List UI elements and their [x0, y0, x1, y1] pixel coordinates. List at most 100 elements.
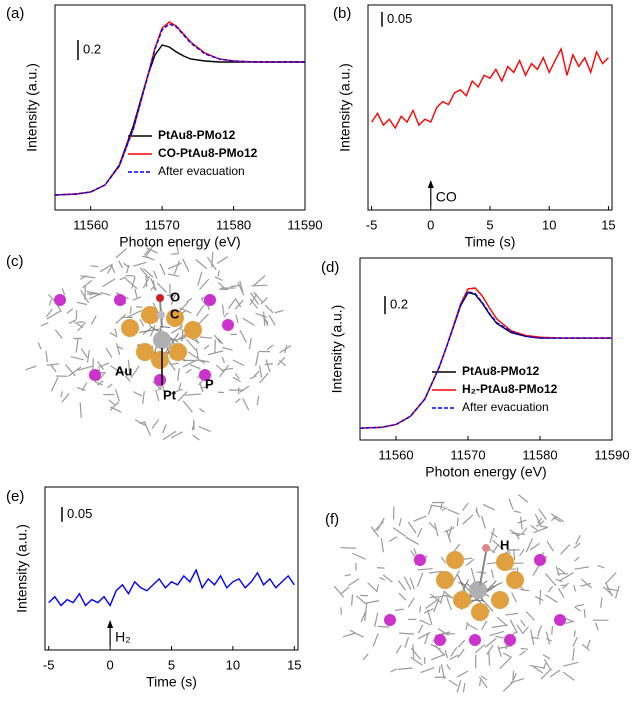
scale-bar-label: 0.05 [67, 506, 92, 521]
bond [379, 577, 386, 581]
bond [519, 516, 523, 530]
p-atom [114, 294, 126, 306]
p-atom [89, 369, 101, 381]
bond [482, 503, 496, 511]
bond [512, 672, 517, 681]
bond [68, 319, 77, 325]
bond [398, 517, 402, 527]
bond [259, 365, 263, 378]
au-atom [496, 553, 514, 571]
bond [195, 259, 208, 270]
bond [534, 596, 544, 602]
p-atom [199, 369, 211, 381]
bond [119, 276, 127, 281]
bond [572, 647, 575, 661]
bond [162, 424, 167, 434]
bond [182, 258, 190, 272]
bond [407, 521, 417, 534]
bond [177, 368, 180, 381]
bond [97, 361, 105, 370]
bond [46, 310, 61, 320]
bond [525, 610, 535, 621]
bond [172, 388, 183, 394]
bond [189, 364, 201, 370]
bond [166, 294, 176, 297]
x-tick-label: 5 [486, 217, 493, 232]
atom-label: H [500, 537, 509, 552]
bond [333, 585, 345, 598]
bond [25, 365, 37, 371]
bond [227, 298, 237, 309]
h-atom [482, 544, 490, 552]
bond [397, 580, 406, 591]
bond [557, 588, 565, 598]
bond [392, 527, 406, 537]
bond [142, 391, 145, 404]
bond [46, 363, 60, 366]
bond [365, 600, 380, 604]
bond [559, 572, 574, 582]
bond [533, 526, 549, 534]
x-axis-label: Time (s) [465, 234, 516, 250]
bond [512, 670, 515, 681]
bond [182, 359, 198, 368]
au-atom [491, 591, 509, 609]
bond [150, 277, 157, 291]
bond [139, 267, 149, 279]
bond [61, 288, 66, 296]
bond [102, 278, 116, 288]
panel-label: (d) [321, 259, 339, 276]
p-atom [54, 294, 66, 306]
bond [185, 339, 197, 351]
bond [475, 509, 481, 518]
bond [342, 632, 356, 638]
bond [219, 364, 230, 378]
bond [75, 339, 79, 353]
pt-atom [153, 331, 171, 349]
bond [277, 357, 286, 366]
bond [586, 639, 591, 649]
au-atom [453, 591, 471, 609]
au-atom [436, 571, 454, 589]
bond [394, 608, 404, 612]
bond [235, 314, 239, 323]
bond [431, 653, 446, 661]
bond [249, 298, 259, 309]
bond [512, 549, 516, 561]
molecule-structure [25, 240, 292, 441]
bond [495, 635, 504, 639]
arrow-head [427, 180, 434, 188]
bond [540, 668, 552, 680]
bond [255, 312, 268, 318]
bond [457, 639, 466, 648]
bond [542, 662, 547, 670]
bond [456, 517, 459, 527]
bond [45, 350, 49, 363]
metal-bond [139, 328, 160, 333]
bond [80, 275, 96, 279]
bond [184, 393, 201, 396]
bond [529, 664, 546, 669]
bond [199, 408, 205, 413]
bond [481, 620, 488, 630]
bond [253, 370, 260, 377]
bond [214, 276, 223, 281]
bond [106, 264, 113, 274]
bond [61, 392, 70, 403]
bond [114, 389, 120, 402]
bond [88, 293, 101, 300]
bond [199, 278, 210, 290]
bond [116, 345, 124, 350]
bond [417, 624, 424, 634]
bond [81, 382, 88, 391]
bond [151, 419, 160, 429]
p-atom [504, 634, 516, 646]
bond [419, 605, 422, 613]
bond [124, 277, 138, 290]
bond [170, 325, 183, 334]
o-atom [156, 294, 164, 302]
p-atom [469, 634, 481, 646]
x-tick-label: 11590 [287, 217, 322, 232]
bond [462, 514, 474, 525]
bond [143, 248, 150, 256]
